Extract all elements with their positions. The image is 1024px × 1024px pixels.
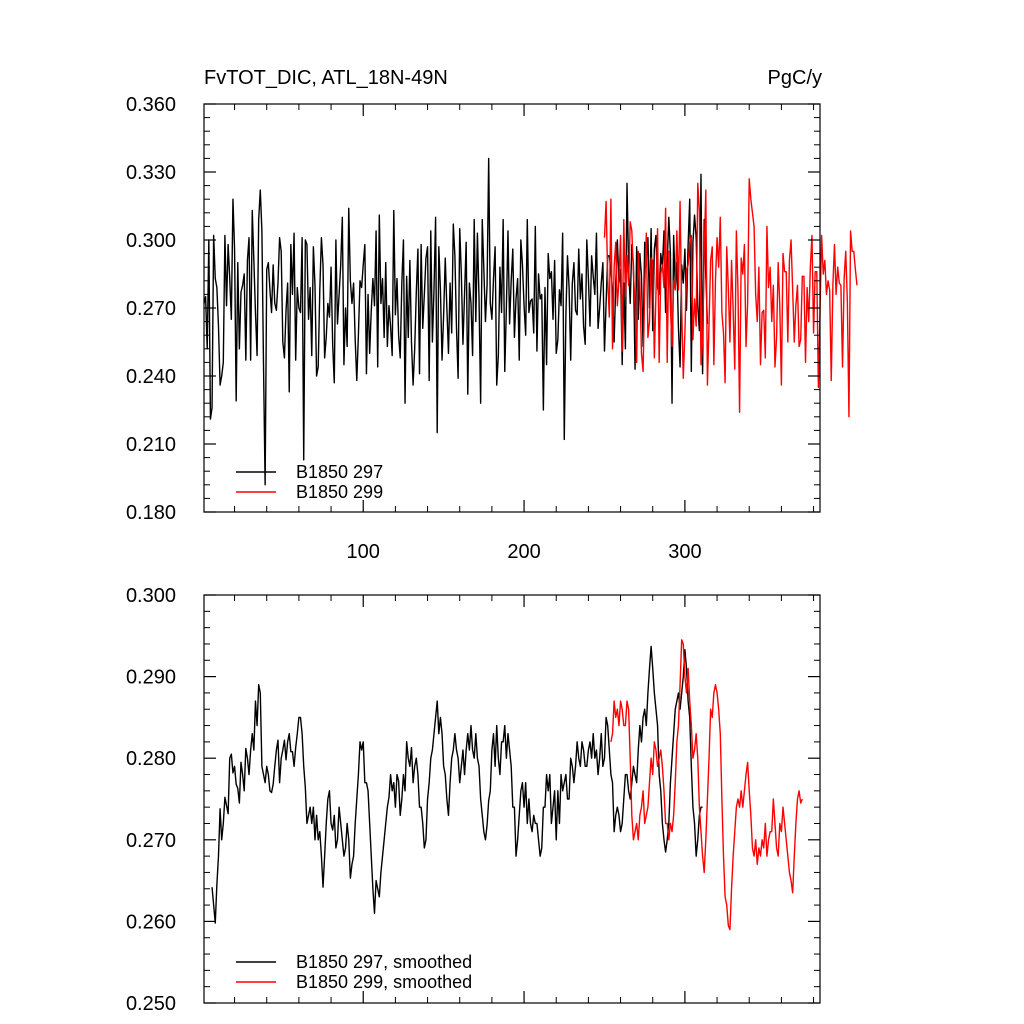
y-tick-label: 0.240 <box>126 366 176 388</box>
y-tick-label: 0.270 <box>126 298 176 320</box>
y-tick-label: 0.300 <box>126 230 176 252</box>
y-tick-label: 0.300 <box>126 585 176 607</box>
legend-label-series-297-smoothed: B1850 297, smoothed <box>296 952 472 972</box>
legend-label-series-299: B1850 299 <box>296 482 383 502</box>
y-tick-label: 0.290 <box>126 667 176 689</box>
bottom-series-layer <box>211 639 803 931</box>
top-panel: 0.180 0.210 0.240 0.270 0.300 0.330 0.360 100 20… <box>126 94 858 563</box>
figure-title: FvTOT_DIC, ATL_18N-49N <box>204 67 448 89</box>
y-tick-label: 0.330 <box>126 162 176 184</box>
legend-label-series-299-smoothed: B1850 299, smoothed <box>296 972 472 992</box>
y-tick-label: 0.280 <box>126 748 176 770</box>
series-line-b1850-297-smoothed <box>211 645 703 924</box>
y-tick-label: 0.180 <box>126 502 176 524</box>
y-tick-label: 0.250 <box>126 993 176 1015</box>
x-tick-label: 200 <box>507 541 540 563</box>
y-tick-label: 0.210 <box>126 434 176 456</box>
bottom-axis-layer: 0.250 0.260 0.270 0.280 0.290 0.300 <box>126 585 821 1015</box>
bottom-panel: 0.250 0.260 0.270 0.280 0.290 0.300 B1850 297… <box>126 585 821 1015</box>
series-line-b1850-299 <box>603 178 858 418</box>
legend-label-series-297: B1850 297 <box>296 462 383 482</box>
bottom-legend: B1850 297, smoothed B1850 299, smoothed <box>236 952 472 992</box>
plot-frame <box>203 594 821 1004</box>
x-tick-label: 300 <box>668 541 701 563</box>
series-line-b1850-297 <box>203 157 709 486</box>
top-legend: B1850 297 B1850 299 <box>236 462 383 502</box>
y-tick-label: 0.270 <box>126 830 176 852</box>
top-series-layer <box>203 157 858 486</box>
series-line-b1850-299-smoothed <box>610 639 803 931</box>
top-axis-layer: 0.180 0.210 0.240 0.270 0.300 0.330 0.360 100 20… <box>126 94 821 563</box>
figure-units: PgC/y <box>768 67 822 89</box>
y-tick-label: 0.260 <box>126 911 176 933</box>
x-tick-label: 100 <box>347 541 380 563</box>
y-tick-label: 0.360 <box>126 94 176 116</box>
